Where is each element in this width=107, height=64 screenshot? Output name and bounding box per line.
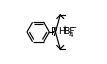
Text: H: H xyxy=(59,27,66,36)
Text: BF: BF xyxy=(63,27,75,36)
Text: 4: 4 xyxy=(68,32,73,38)
Text: P: P xyxy=(51,27,57,37)
Text: −: − xyxy=(70,25,76,31)
Text: +: + xyxy=(62,25,68,31)
